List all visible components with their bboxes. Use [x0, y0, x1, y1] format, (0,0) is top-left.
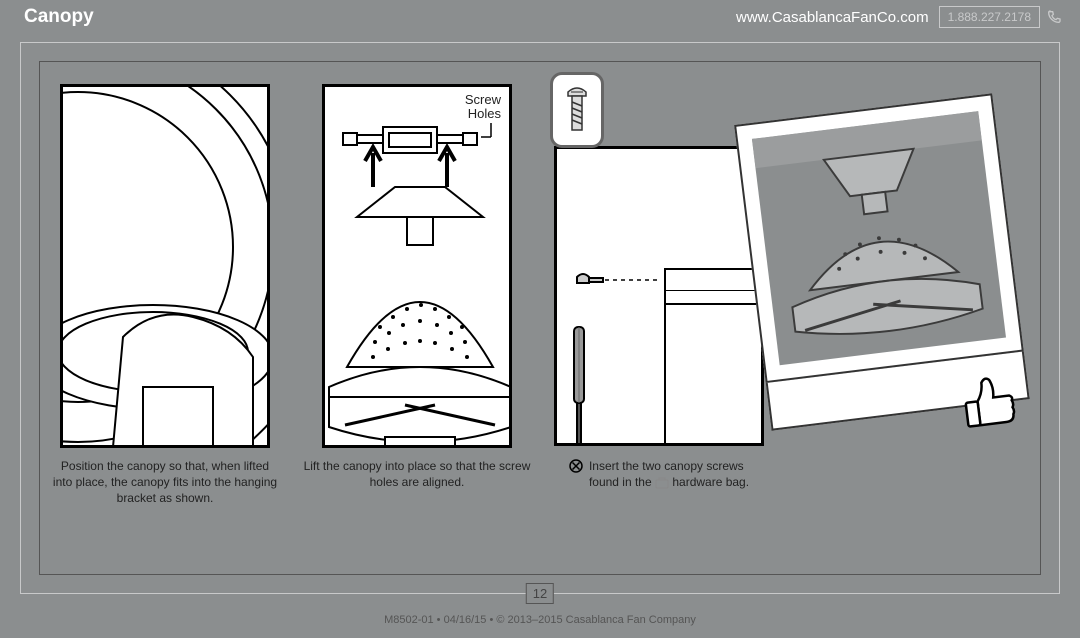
panel-2-caption: Lift the canopy into place so that the s… [302, 458, 532, 490]
panel-3-illustration [554, 84, 764, 448]
panels-row: Position the canopy so that, when lifted… [50, 84, 764, 507]
inner-frame: Position the canopy so that, when lifted… [39, 61, 1041, 575]
panel-1-illustration [60, 84, 270, 448]
thumbs-up-icon [954, 365, 1023, 434]
screw-holes-label: Screw Holes [465, 93, 501, 122]
panel-3-frame [554, 146, 764, 446]
panel-1: Position the canopy so that, when lifted… [50, 84, 280, 507]
footer-text: M8502-01 • 04/16/15 • © 2013–2015 Casabl… [0, 614, 1080, 626]
panel-2-illustration: Screw Holes [322, 84, 512, 448]
header: Canopy www.CasablancaFanCo.com 1.888.227… [0, 0, 1080, 32]
panel-3: Insert the two canopy screws found in th… [554, 84, 764, 490]
panel-2: Screw Holes [302, 84, 532, 490]
outer-frame: Position the canopy so that, when lifted… [20, 42, 1060, 594]
result-photo-frame [734, 93, 1024, 383]
result-photo [734, 93, 1030, 432]
website-url: www.CasablancaFanCo.com [736, 9, 929, 26]
panel-1-caption: Position the canopy so that, when lifted… [50, 458, 280, 507]
screw-callout-icon [550, 72, 604, 148]
phone-number: 1.888.227.2178 [939, 6, 1040, 28]
quantity-icon [569, 459, 583, 473]
hardware-bag-icon [655, 477, 669, 489]
page-number: 12 [526, 583, 554, 604]
page-title: Canopy [24, 6, 736, 28]
result-photo-image [752, 111, 1006, 365]
panel-3-caption: Insert the two canopy screws found in th… [569, 458, 749, 490]
phone-icon [1046, 9, 1062, 25]
